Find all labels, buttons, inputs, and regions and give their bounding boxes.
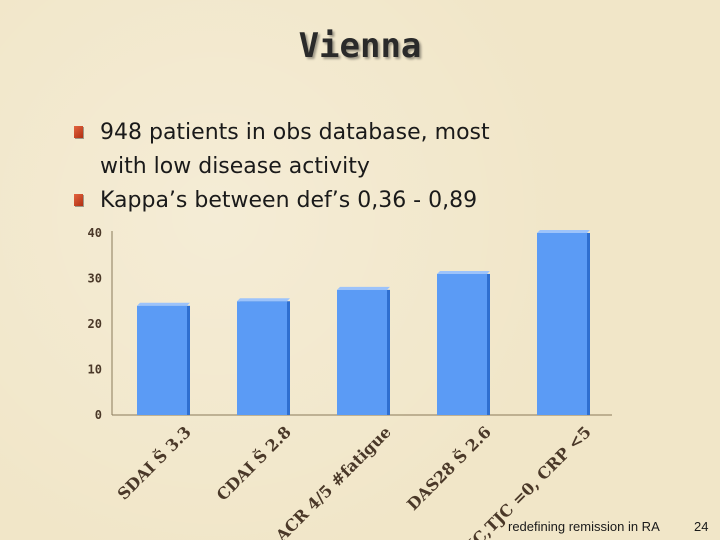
y-tick-label: 20 [88,317,102,331]
bar-top [137,302,190,306]
bullet-item: Kappa’s between def’s 0,36 - 0,89 [74,184,520,218]
bar-top [337,286,390,290]
bar [437,273,487,415]
square-bullet-icon [74,126,83,138]
y-tick-label: 0 [95,408,102,422]
bar [337,289,387,415]
slide-title: Vienna [298,26,422,66]
footer-text: redefining remission in RA [508,519,660,534]
bullet-list: 948 patients in obs database, most with … [74,116,520,218]
bar-top [537,230,590,233]
bar-top [437,270,490,274]
x-category-label: DAS28 Š 2.6 [402,422,494,514]
bar [237,301,287,415]
x-category-label: CDAI Š 2.8 [212,422,295,505]
y-tick-label: 30 [88,272,102,286]
bar-top [237,298,290,302]
bar [137,305,187,415]
page-number: 24 [694,519,709,534]
square-bullet-icon [74,194,83,206]
x-category-label: SDAI Š 3.3 [113,422,195,504]
bar [537,233,587,415]
y-tick-label: 40 [88,226,102,240]
bullet-item: 948 patients in obs database, most with … [74,116,520,184]
bullet-text: 948 patients in obs database, most with … [100,120,490,179]
bullet-text: Kappa’s between def’s 0,36 - 0,89 [100,188,478,213]
y-tick-label: 10 [88,363,102,377]
